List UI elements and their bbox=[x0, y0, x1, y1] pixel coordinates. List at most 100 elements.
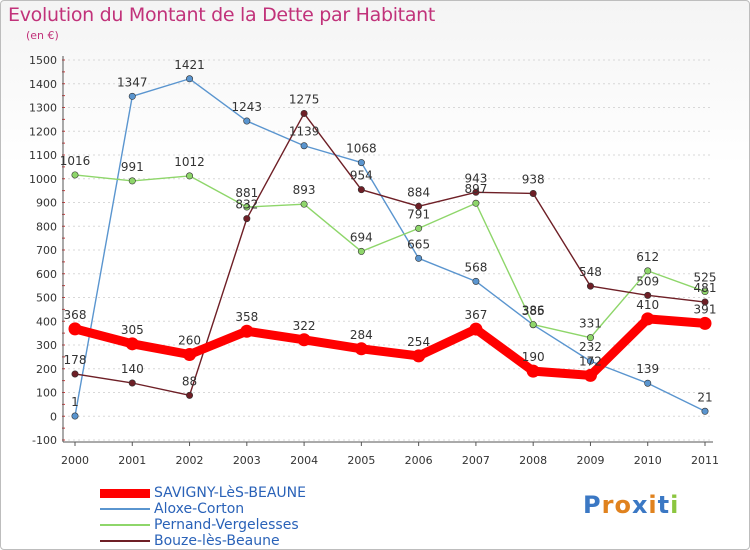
data-label: 943 bbox=[464, 171, 487, 185]
data-label: 1 bbox=[71, 395, 79, 409]
data-point bbox=[300, 142, 308, 150]
y-tick-label: 800 bbox=[36, 220, 57, 233]
y-tick-label: 700 bbox=[36, 244, 57, 257]
logo-letter: o bbox=[614, 491, 632, 519]
data-label: 358 bbox=[235, 310, 258, 324]
data-point bbox=[71, 412, 79, 420]
series-line bbox=[74, 112, 706, 397]
data-label: 190 bbox=[522, 350, 545, 364]
data-label: 991 bbox=[121, 160, 144, 174]
data-label: 884 bbox=[407, 185, 430, 199]
x-tick-label: 2006 bbox=[405, 454, 433, 467]
x-tick-label: 2009 bbox=[576, 454, 604, 467]
data-label: 548 bbox=[579, 265, 602, 279]
data-label: 284 bbox=[350, 328, 373, 342]
data-point bbox=[701, 288, 709, 296]
legend-item-aloxe: Aloxe-Corton bbox=[100, 501, 306, 517]
data-point bbox=[529, 189, 537, 197]
data-label: 1421 bbox=[174, 58, 205, 72]
data-point bbox=[469, 322, 483, 336]
y-tick-label: 1300 bbox=[29, 102, 57, 115]
data-point bbox=[125, 337, 139, 351]
data-point bbox=[240, 324, 254, 338]
x-tick-label: 2004 bbox=[290, 454, 318, 467]
series-line bbox=[74, 78, 706, 417]
data-point bbox=[300, 200, 308, 208]
proxiti-logo: Proxiti bbox=[583, 491, 679, 519]
x-tick-label: 2005 bbox=[347, 454, 375, 467]
data-label: 612 bbox=[636, 250, 659, 264]
data-label: 525 bbox=[694, 271, 717, 285]
series-line bbox=[70, 314, 710, 380]
logo-letter: i bbox=[648, 491, 658, 519]
data-label: 1139 bbox=[289, 125, 320, 139]
y-tick-label: 300 bbox=[36, 339, 57, 352]
data-point bbox=[586, 334, 594, 342]
data-point bbox=[357, 247, 365, 255]
data-label: 21 bbox=[697, 390, 712, 404]
x-tick-label: 2002 bbox=[176, 454, 204, 467]
data-point bbox=[128, 379, 136, 387]
data-label: 391 bbox=[694, 302, 717, 316]
data-point bbox=[243, 117, 251, 125]
y-tick-label: 600 bbox=[36, 268, 57, 281]
y-tick-label: 200 bbox=[36, 363, 57, 376]
y-tick-label: 1400 bbox=[29, 78, 57, 91]
data-point bbox=[186, 391, 194, 399]
legend-item-savigny: SAVIGNY-LèS-BEAUNE bbox=[100, 485, 306, 501]
y-tick-label: 900 bbox=[36, 197, 57, 210]
data-point bbox=[183, 348, 197, 361]
data-label: 367 bbox=[464, 308, 487, 322]
data-label: 881 bbox=[235, 186, 258, 200]
data-point bbox=[583, 368, 597, 382]
data-label: 232 bbox=[579, 340, 602, 354]
x-tick-label: 2000 bbox=[61, 454, 89, 467]
data-label: 568 bbox=[464, 260, 487, 274]
data-point bbox=[644, 267, 652, 275]
data-point bbox=[412, 349, 426, 363]
x-tick-label: 2007 bbox=[462, 454, 490, 467]
legend: SAVIGNY-LèS-BEAUNE Aloxe-Corton Pernand-… bbox=[100, 485, 306, 549]
data-point bbox=[71, 370, 79, 378]
data-label: 260 bbox=[178, 334, 201, 348]
data-point bbox=[698, 316, 712, 330]
data-point bbox=[415, 202, 423, 210]
data-label: 139 bbox=[636, 362, 659, 376]
data-label: 954 bbox=[350, 169, 373, 183]
data-label: 386 bbox=[522, 304, 545, 318]
data-label: 1016 bbox=[60, 154, 91, 168]
data-label: 1275 bbox=[289, 92, 320, 106]
data-point bbox=[186, 75, 194, 83]
data-point bbox=[71, 171, 79, 179]
data-point bbox=[472, 277, 480, 285]
data-point bbox=[701, 407, 709, 415]
data-point bbox=[297, 333, 311, 347]
legend-item-pernand: Pernand-Vergelesses bbox=[100, 517, 306, 533]
data-label: 509 bbox=[636, 274, 659, 288]
data-point bbox=[641, 312, 655, 326]
series-line bbox=[74, 174, 706, 339]
data-label: 665 bbox=[407, 237, 430, 251]
chart-title: Evolution du Montant de la Dette par Hab… bbox=[8, 4, 436, 26]
x-tick-label: 2003 bbox=[233, 454, 261, 467]
legend-label-aloxe: Aloxe-Corton bbox=[154, 501, 245, 517]
y-tick-label: 1000 bbox=[29, 173, 57, 186]
data-label: 331 bbox=[579, 317, 602, 331]
data-point bbox=[644, 379, 652, 387]
data-label: 897 bbox=[464, 182, 487, 196]
data-point bbox=[68, 322, 82, 336]
data-label: 938 bbox=[522, 172, 545, 186]
legend-item-bouze: Bouze-lès-Beaune bbox=[100, 533, 306, 549]
data-label: 368 bbox=[64, 308, 87, 322]
data-point bbox=[128, 177, 136, 185]
data-label: 88 bbox=[182, 374, 197, 388]
x-tick-label: 2008 bbox=[519, 454, 547, 467]
data-point bbox=[701, 298, 709, 306]
data-label: 481 bbox=[694, 281, 717, 295]
data-point bbox=[300, 109, 308, 117]
legend-label-savigny: SAVIGNY-LèS-BEAUNE bbox=[154, 485, 306, 501]
data-point bbox=[186, 172, 194, 180]
data-point bbox=[472, 188, 480, 196]
legend-swatch-pernand bbox=[100, 524, 150, 526]
